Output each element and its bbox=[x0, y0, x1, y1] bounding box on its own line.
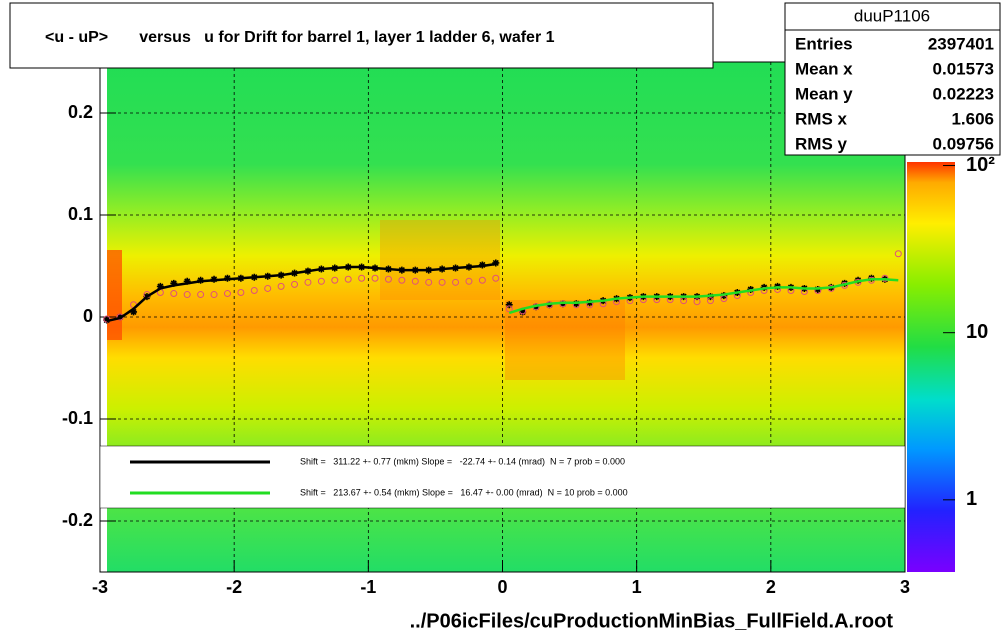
profile-point bbox=[264, 284, 272, 292]
profile-point bbox=[250, 286, 258, 294]
data-marks bbox=[103, 250, 902, 324]
profile-point bbox=[237, 289, 245, 297]
x-tick-label: -2 bbox=[226, 577, 242, 597]
profile-point bbox=[183, 291, 191, 299]
stats-label: Mean y bbox=[795, 84, 853, 103]
x-tick-label: 2 bbox=[766, 577, 776, 597]
heatmap-hotspot bbox=[107, 250, 122, 340]
profile-point bbox=[170, 290, 178, 298]
chart-title: <u - uP> versus u for Drift for barrel 1… bbox=[45, 29, 555, 46]
profile-point bbox=[103, 315, 111, 323]
title-box bbox=[9, 2, 714, 69]
profile-point bbox=[210, 291, 218, 299]
profile-point bbox=[398, 276, 406, 284]
fit-line bbox=[508, 278, 899, 315]
color-palette bbox=[907, 162, 955, 572]
stats: Entries 2397401 Mean x 0.01573 Mean y 0.02223… bbox=[795, 34, 994, 153]
stats-value: 0.09756 bbox=[933, 134, 994, 153]
stats-label: RMS y bbox=[795, 134, 848, 153]
x-tick-label: -3 bbox=[92, 577, 108, 597]
profile-point bbox=[183, 277, 191, 285]
profile-point bbox=[452, 278, 460, 286]
profile-point bbox=[170, 279, 178, 287]
y-tick-label: 0.1 bbox=[68, 204, 93, 224]
legend: Shift = 311.22 +- 0.77 (mkm) Slope = -22… bbox=[130, 456, 628, 497]
color-tick-label: 10 bbox=[966, 321, 988, 343]
profile-point bbox=[465, 277, 473, 285]
y-tick-label: -0.1 bbox=[62, 408, 93, 428]
legend-box bbox=[99, 445, 906, 509]
profile-point bbox=[693, 298, 701, 306]
profile-point bbox=[706, 297, 714, 305]
profile-point bbox=[317, 277, 325, 285]
y-tick-label: 0 bbox=[83, 306, 93, 326]
x-tick-label: 1 bbox=[632, 577, 642, 597]
profile-point bbox=[344, 275, 352, 283]
stats-title: duuP1106 bbox=[854, 6, 930, 25]
profile-point bbox=[425, 278, 433, 286]
profile-point bbox=[371, 274, 379, 282]
profile-point bbox=[411, 277, 419, 285]
profile-point bbox=[223, 290, 231, 298]
profile-point bbox=[197, 291, 205, 299]
profile-point bbox=[130, 308, 138, 316]
x-tick-label: 3 bbox=[900, 577, 910, 597]
profile-point bbox=[291, 280, 299, 288]
profile-point bbox=[384, 275, 392, 283]
y-tick-label: -0.2 bbox=[62, 510, 93, 530]
legend-label: Shift = 311.22 +- 0.77 (mkm) Slope = -22… bbox=[300, 456, 625, 466]
profile-point bbox=[492, 274, 500, 282]
profile-point bbox=[492, 259, 500, 267]
heatmap-hotspot bbox=[380, 220, 500, 300]
y-tick-label: 0.2 bbox=[68, 102, 93, 122]
profile-point bbox=[519, 308, 527, 316]
stats-value: 2397401 bbox=[928, 34, 994, 53]
x-tick-label: 0 bbox=[497, 577, 507, 597]
profile-point bbox=[438, 278, 446, 286]
legend-label: Shift = 213.67 +- 0.54 (mkm) Slope = 16.… bbox=[300, 487, 628, 497]
profile-point bbox=[478, 276, 486, 284]
color-tick-label: 10² bbox=[966, 154, 995, 176]
profile-point bbox=[331, 276, 339, 284]
stats-label: RMS x bbox=[795, 109, 848, 128]
fit-line bbox=[106, 262, 496, 323]
profile-point bbox=[894, 250, 902, 258]
color-tick-label: 1 bbox=[966, 488, 977, 510]
x-axis-label: ../P06icFiles/cuProductionMinBias_FullFi… bbox=[410, 610, 894, 632]
stats-value: 1.606 bbox=[951, 109, 994, 128]
stats-box bbox=[784, 2, 1001, 156]
x-tick-label: -1 bbox=[360, 577, 376, 597]
profile-point bbox=[156, 282, 164, 290]
stats-label: Mean x bbox=[795, 59, 853, 78]
profile-point bbox=[505, 301, 513, 309]
profile-point bbox=[304, 278, 312, 286]
profile-point bbox=[277, 282, 285, 290]
stats-value: 0.02223 bbox=[933, 84, 994, 103]
stats-label: Entries bbox=[795, 34, 853, 53]
profile-point bbox=[358, 274, 366, 282]
stats-value: 0.01573 bbox=[933, 59, 994, 78]
